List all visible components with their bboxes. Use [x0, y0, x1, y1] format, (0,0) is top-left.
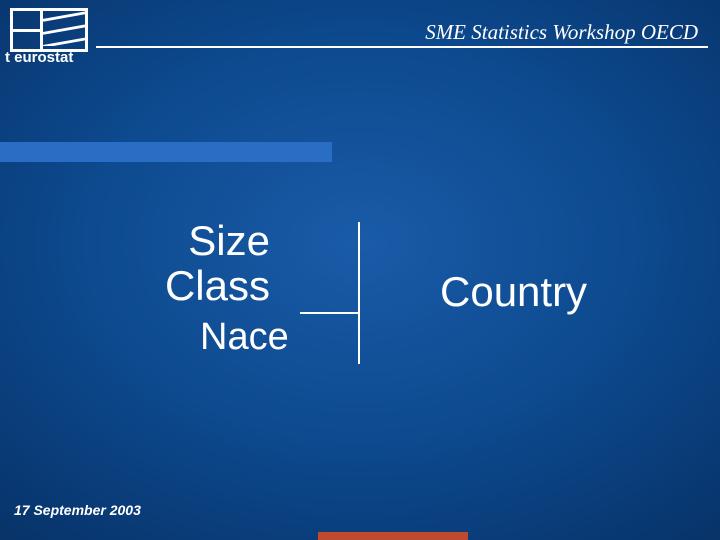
footer-date: 17 September 2003	[14, 502, 141, 518]
logo-stripes-icon	[43, 11, 85, 46]
label-nace: Nace	[200, 316, 289, 359]
label-country: Country	[440, 268, 587, 316]
slide-header-title: SME Statistics Workshop OECD	[425, 20, 698, 45]
footer-accent-bar	[318, 532, 468, 540]
title-accent-bar	[0, 142, 332, 162]
eurostat-logo: t eurostat	[10, 8, 88, 66]
label-size-class: Size Class	[100, 218, 270, 309]
vertical-divider	[358, 222, 360, 364]
label-size: Size	[188, 217, 270, 264]
header-rule	[96, 46, 708, 48]
label-class: Class	[165, 262, 270, 309]
logo-frame	[10, 8, 88, 52]
horizontal-divider	[300, 312, 360, 314]
